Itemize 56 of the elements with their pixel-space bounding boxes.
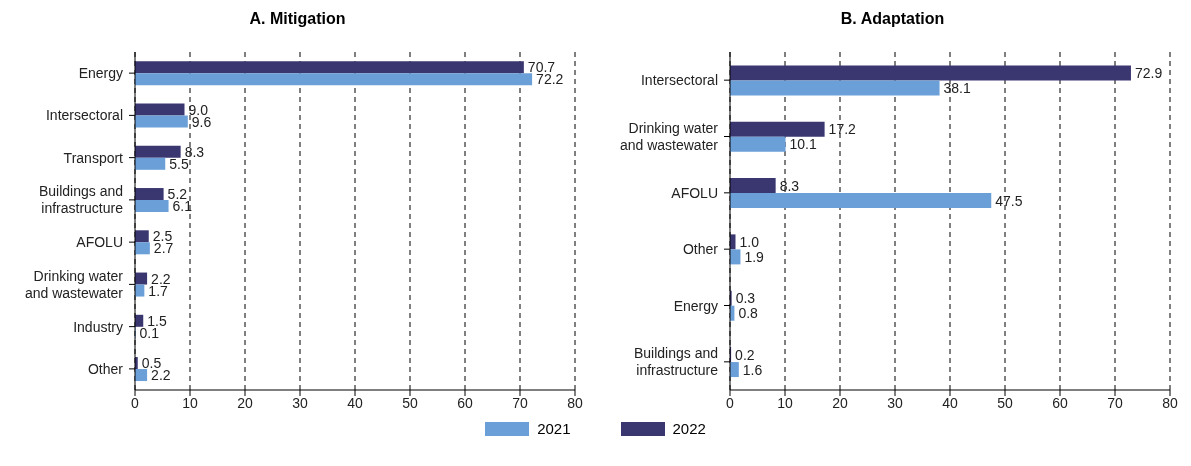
x-tick-label: 40 [942, 394, 958, 411]
x-tick-label: 70 [512, 394, 528, 411]
data-label: 6.1 [172, 198, 193, 215]
y-tick-label: Energy [673, 297, 718, 314]
data-label: 2.2 [151, 270, 171, 287]
data-label: 0.3 [735, 290, 756, 307]
data-label: 47.5 [995, 192, 1023, 209]
chart-title: B. Adaptation [839, 9, 946, 29]
x-tick-label: 20 [237, 394, 253, 411]
legend-label: 2022 [672, 420, 706, 437]
data-label: 72.9 [1134, 64, 1163, 81]
y-tick-label: Industry [73, 318, 123, 335]
legend-label: 2021 [537, 420, 571, 437]
y-tick-label: Transport [63, 149, 124, 166]
data-label: 1.5 [147, 312, 167, 329]
x-tick-label: 30 [887, 394, 903, 411]
data-label: 1.6 [742, 361, 763, 378]
x-tick-label: 50 [997, 394, 1013, 411]
x-tick-label: 30 [292, 394, 308, 411]
data-label: 2.7 [153, 240, 174, 257]
chart-title: A. Mitigation [248, 9, 347, 29]
data-label: 72.2 [536, 71, 564, 88]
x-tick-label: 20 [832, 394, 848, 411]
y-tick-label: AFOLU [671, 184, 718, 201]
x-tick-label: 0 [131, 394, 140, 411]
y-tick-label: Intersectoral [45, 107, 123, 124]
data-label: 1.0 [739, 233, 760, 250]
data-label: 17.2 [828, 121, 857, 138]
y-tick-label: Drinking water and wastewater [24, 267, 124, 301]
y-tick-label: Energy [78, 65, 123, 82]
data-label: 0.8 [738, 305, 759, 322]
x-tick-label: 80 [1162, 394, 1178, 411]
x-tick-label: 0 [726, 394, 735, 411]
data-label: 38.1 [943, 79, 972, 96]
y-tick-label: Other [87, 360, 124, 377]
data-label: 8.3 [779, 177, 800, 194]
x-tick-label: 10 [182, 394, 198, 411]
x-tick-label: 60 [457, 394, 473, 411]
y-tick-label: Buildings and infrastructure [38, 183, 124, 217]
data-label: 1.9 [744, 248, 765, 265]
data-label: 2.2 [151, 367, 171, 384]
y-tick-label: Drinking water and wastewater [619, 120, 719, 153]
y-tick-label: AFOLU [76, 234, 123, 251]
x-tick-label: 50 [402, 394, 418, 411]
data-label: 10.1 [789, 136, 818, 153]
y-tick-label: Other [682, 241, 719, 258]
data-label: 9.0 [188, 101, 209, 118]
y-tick-label: Buildings and infrastructure [633, 345, 719, 379]
y-tick-label: Intersectoral [640, 72, 718, 89]
x-tick-label: 10 [777, 394, 793, 411]
x-tick-label: 60 [1052, 394, 1068, 411]
x-tick-label: 80 [567, 394, 583, 411]
x-tick-label: 40 [347, 394, 363, 411]
data-label: 0.2 [735, 346, 755, 363]
x-tick-label: 70 [1107, 394, 1123, 411]
data-label: 8.3 [184, 143, 205, 160]
